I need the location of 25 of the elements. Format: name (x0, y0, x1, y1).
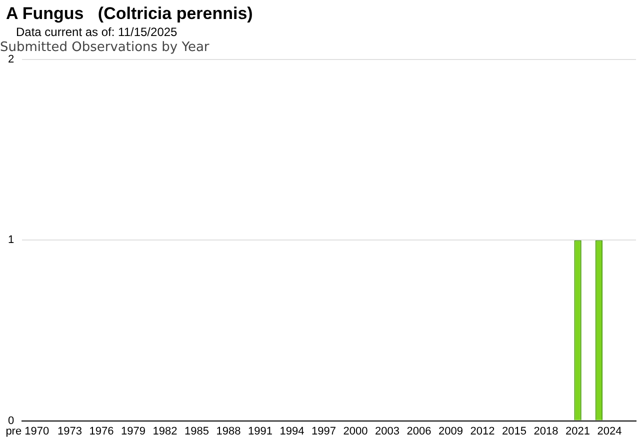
x-tick-label: 2006 (406, 425, 432, 438)
x-tick-label: 1994 (280, 425, 304, 438)
chart-title: A Fungus (Coltricia perennis) (6, 4, 253, 24)
x-tick-label: 1991 (248, 425, 273, 438)
x-tick-label: 2009 (438, 425, 464, 438)
chart-subtitle: Data current as of: 11/15/2025 (16, 25, 178, 39)
x-tick-label: 2024 (597, 425, 622, 438)
x-tick-label: 2012 (470, 425, 495, 438)
x-tick-label: 1973 (58, 425, 82, 438)
x-tick-label: pre 1970 (6, 425, 50, 438)
text: Submitted Observations by Year (0, 40, 210, 56)
x-tick-label: 1976 (89, 425, 114, 438)
x-tick-label: 1988 (216, 425, 241, 438)
x-tick-label: 2000 (343, 425, 368, 438)
x-tick-label: 2003 (375, 425, 400, 438)
x-tick-label: 2018 (534, 425, 558, 438)
x-tick-label: 1997 (312, 425, 336, 438)
x-tick-label: 1982 (152, 425, 178, 438)
x-tick-label: 2021 (566, 425, 590, 438)
y-tick-label: 1 (8, 234, 14, 246)
y-tick-label: 0 (8, 414, 14, 427)
y-tick-label: 2 (8, 54, 14, 66)
x-tick-label: 1979 (121, 425, 146, 438)
x-tick-label: 2015 (502, 425, 527, 438)
x-tick-label: 1985 (184, 425, 209, 438)
